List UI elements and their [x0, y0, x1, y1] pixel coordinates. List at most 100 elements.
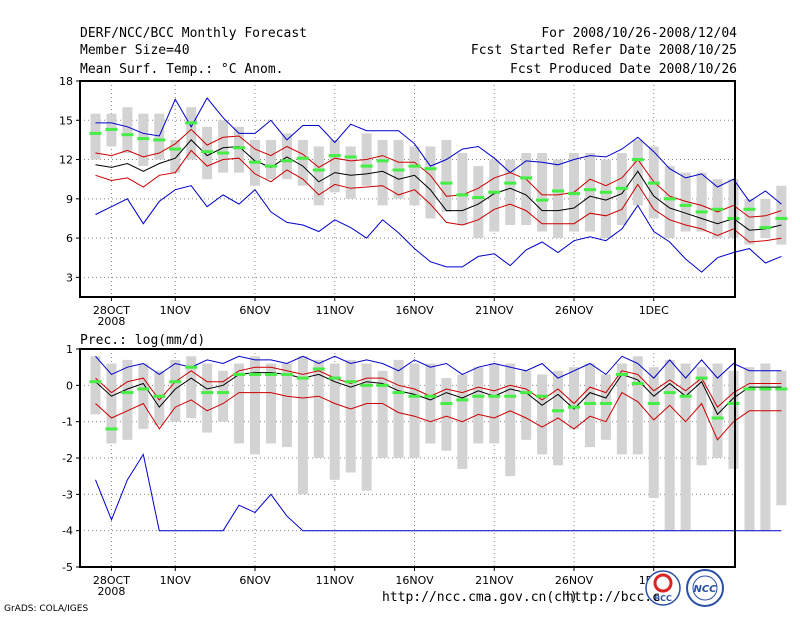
- mean-line: [95, 139, 782, 231]
- x-tick-label: 28OCT: [93, 304, 130, 317]
- median-marker: [583, 402, 596, 405]
- lower-spread-line: [95, 391, 782, 441]
- median-marker: [312, 367, 325, 371]
- ncc-url-link[interactable]: http://ncc.cma.gov.cn(ch): [382, 590, 578, 605]
- median-marker: [568, 192, 580, 196]
- median-marker: [743, 207, 756, 211]
- spread-box: [202, 363, 213, 433]
- x-tick-label: 1NOV: [160, 304, 192, 317]
- median-marker: [759, 226, 772, 230]
- median-marker: [392, 391, 405, 395]
- median-marker: [249, 372, 261, 376]
- x-tick-label: 21NOV: [475, 304, 514, 317]
- spread-box: [584, 363, 595, 448]
- y-tick-label: 3: [66, 271, 73, 284]
- spread-box: [313, 146, 324, 206]
- spread-box: [696, 367, 707, 466]
- median-marker: [185, 121, 198, 125]
- member-size: Member Size=40: [80, 43, 190, 58]
- spread-box: [600, 159, 611, 239]
- grads-credit: GrADS: COLA/IGES: [4, 604, 89, 614]
- spread-box: [265, 139, 276, 180]
- median-marker: [296, 156, 309, 160]
- median-marker: [89, 380, 102, 384]
- spread-box: [297, 139, 308, 186]
- spread-box: [90, 113, 101, 160]
- median-marker: [153, 394, 166, 398]
- median-marker: [583, 188, 596, 192]
- median-marker: [679, 394, 692, 398]
- y-tick-label: 15: [59, 114, 73, 127]
- median-marker: [153, 138, 166, 142]
- spread-box: [505, 159, 516, 225]
- median-marker: [296, 376, 309, 380]
- spread-box: [265, 363, 276, 444]
- median-marker: [520, 176, 533, 180]
- median-marker: [328, 154, 341, 158]
- median-marker: [217, 151, 230, 155]
- median-marker: [599, 190, 612, 194]
- median-marker: [775, 387, 788, 391]
- spread-box: [616, 363, 627, 455]
- median-marker: [663, 197, 676, 201]
- median-marker: [647, 181, 660, 185]
- spread-box: [473, 367, 484, 444]
- spread-box: [218, 120, 229, 173]
- spread-box: [680, 363, 691, 531]
- median-marker: [376, 159, 389, 163]
- spread-box: [281, 363, 292, 448]
- spread-box: [664, 359, 675, 531]
- spread-box: [632, 139, 643, 206]
- spread-box: [489, 159, 500, 232]
- median-marker: [663, 391, 676, 395]
- median-marker: [440, 402, 453, 405]
- x-tick-label: 26NOV: [555, 574, 594, 587]
- spread-box: [441, 378, 452, 451]
- spread-box: [170, 139, 181, 173]
- median-marker: [344, 380, 357, 384]
- median-marker: [169, 380, 182, 384]
- spread-box: [537, 374, 548, 455]
- y-tick-label: -4: [62, 525, 73, 538]
- forecast-produced-date: Fcst Produced Date 2008/10/26: [510, 62, 737, 77]
- spread-box: [138, 363, 149, 429]
- y-tick-label: -3: [62, 488, 73, 501]
- spread-box: [170, 359, 181, 422]
- spread-box: [489, 363, 500, 444]
- ncc-logo: NCC: [686, 569, 724, 607]
- median-marker: [185, 365, 198, 369]
- x-tick-label: 26NOV: [555, 304, 594, 317]
- median-marker: [520, 391, 533, 395]
- ncc-logo-text: NCC: [693, 584, 717, 595]
- spread-box: [106, 363, 117, 444]
- median-marker: [775, 216, 788, 220]
- x-tick-label: 6NOV: [239, 304, 271, 317]
- median-marker: [105, 427, 118, 431]
- median-marker: [280, 372, 293, 376]
- spread-box: [600, 374, 611, 440]
- median-marker: [280, 159, 293, 163]
- forecast-period: For 2008/10/26-2008/12/04: [541, 26, 737, 41]
- median-marker: [727, 216, 740, 220]
- median-marker: [743, 387, 756, 391]
- x-tick-label: 1NOV: [160, 574, 192, 587]
- median-marker: [264, 164, 277, 168]
- spread-box: [776, 370, 787, 506]
- median-marker: [392, 168, 405, 172]
- y-tick-label: 12: [59, 154, 73, 167]
- median-marker: [615, 186, 628, 190]
- spread-box: [521, 153, 532, 225]
- median-marker: [456, 398, 469, 402]
- median-marker: [631, 382, 644, 386]
- spread-box: [377, 139, 388, 206]
- median-marker: [472, 394, 485, 398]
- spread-box: [90, 356, 101, 415]
- y-tick-label: 9: [66, 193, 73, 206]
- spread-box: [728, 179, 739, 239]
- spread-box: [281, 133, 292, 180]
- spread-box: [122, 359, 133, 440]
- bcc-url-link[interactable]: http://bcc.c: [566, 590, 660, 605]
- forecast-started-date: Fcst Started Refer Date 2008/10/25: [470, 43, 737, 58]
- median-marker: [360, 164, 373, 168]
